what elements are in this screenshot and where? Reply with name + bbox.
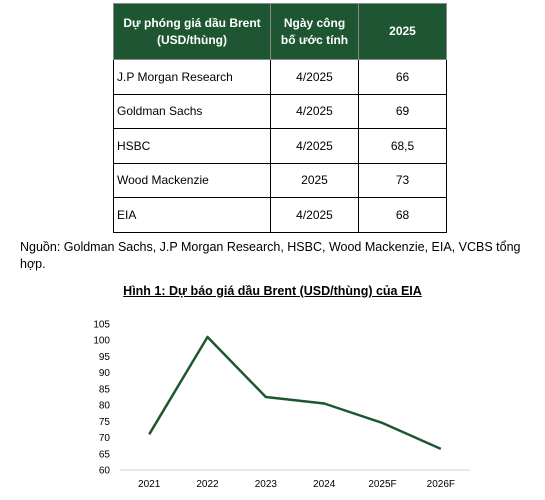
table-row: J.P Morgan Research 4/2025 66 <box>113 59 447 95</box>
y-tick-label: 85 <box>99 384 111 395</box>
y-tick-label: 90 <box>99 368 111 379</box>
y-axis: 60 65 70 75 80 85 90 95 100 105 <box>93 320 110 477</box>
org-cell: Goldman Sachs <box>113 93 271 129</box>
table-row: HSBC 4/2025 68,5 <box>113 128 447 164</box>
date-cell: 4/2025 <box>270 59 359 95</box>
x-tick-label: 2025F <box>368 479 396 490</box>
y-tick-label: 100 <box>93 336 110 347</box>
y-tick-label: 105 <box>93 320 110 331</box>
series-line <box>148 335 442 451</box>
org-cell: Wood Mackenzie <box>113 162 271 198</box>
value-cell: 66 <box>358 59 447 95</box>
source-note: Nguồn: Goldman Sachs, J.P Morgan Researc… <box>20 240 521 271</box>
header-forecast: Dự phóng giá dầu Brent (USD/thùng) <box>113 3 271 60</box>
y-tick-label: 95 <box>99 352 111 363</box>
table-row: EIA 4/2025 68 <box>113 197 447 233</box>
figure-title: Hình 1: Dự báo giá dầu Brent (USD/thùng)… <box>0 284 545 298</box>
y-tick-label: 70 <box>99 433 111 444</box>
org-cell: J.P Morgan Research <box>113 59 271 95</box>
y-tick-label: 60 <box>99 466 111 477</box>
org-cell: HSBC <box>113 128 271 164</box>
value-cell: 73 <box>358 162 447 198</box>
x-tick-label: 2024 <box>313 479 336 490</box>
x-tick-label: 2021 <box>138 479 161 490</box>
header-date: Ngày công bố ước tính <box>270 3 359 60</box>
date-cell: 2025 <box>270 162 359 198</box>
date-cell: 4/2025 <box>270 128 359 164</box>
y-tick-label: 75 <box>99 417 111 428</box>
date-cell: 4/2025 <box>270 197 359 233</box>
x-tick-label: 2022 <box>196 479 219 490</box>
value-cell: 68,5 <box>358 128 447 164</box>
x-axis: 2021 2022 2023 2024 2025F 2026F <box>138 479 455 490</box>
org-cell: EIA <box>113 197 271 233</box>
series-group <box>148 335 442 451</box>
brent-forecast-table: Dự phóng giá dầu Brent (USD/thùng) Ngày … <box>113 3 447 233</box>
y-tick-label: 65 <box>99 449 111 460</box>
table-row: Goldman Sachs 4/2025 69 <box>113 93 447 129</box>
figure-title-text: Hình 1: Dự báo giá dầu Brent (USD/thùng)… <box>123 284 422 298</box>
header-2025: 2025 <box>358 3 447 60</box>
table-header-row: Dự phóng giá dầu Brent (USD/thùng) Ngày … <box>113 3 447 60</box>
x-tick-label: 2023 <box>255 479 278 490</box>
value-cell: 69 <box>358 93 447 129</box>
value-cell: 68 <box>358 197 447 233</box>
date-cell: 4/2025 <box>270 93 359 129</box>
y-tick-label: 80 <box>99 401 111 412</box>
x-tick-label: 2026F <box>427 479 455 490</box>
table-row: Wood Mackenzie 2025 73 <box>113 162 447 198</box>
